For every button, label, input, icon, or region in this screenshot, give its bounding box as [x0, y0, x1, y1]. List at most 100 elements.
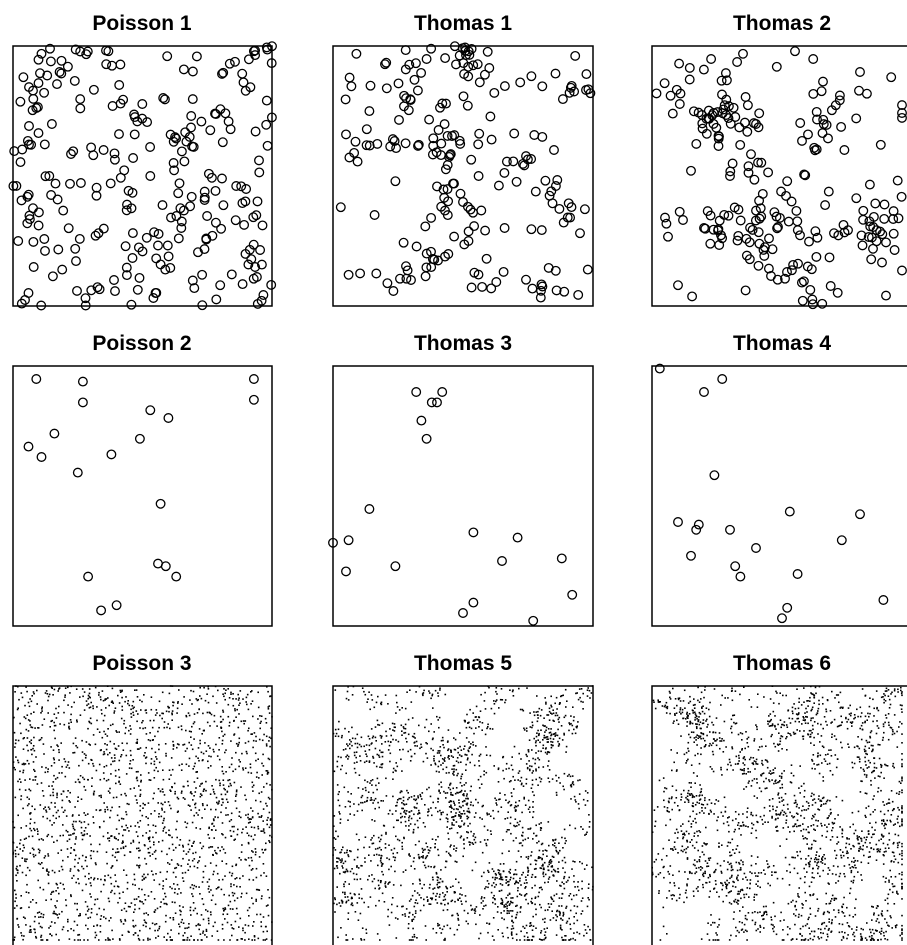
data-point: [880, 771, 882, 774]
data-point: [269, 834, 271, 837]
data-point: [372, 791, 375, 794]
data-point: [147, 937, 149, 940]
data-point: [371, 699, 374, 701]
data-point: [469, 746, 471, 748]
data-point: [563, 883, 565, 885]
data-point: [579, 861, 581, 863]
data-point: [136, 741, 138, 743]
data-point: [28, 931, 31, 933]
data-point: [120, 755, 122, 758]
data-point: [70, 706, 73, 708]
data-point: [552, 900, 555, 902]
data-point: [31, 805, 33, 808]
data-point: [460, 900, 462, 903]
data-point: [263, 832, 266, 834]
points-thomas-6: [651, 685, 903, 941]
data-point: [447, 838, 450, 840]
data-point: [842, 937, 845, 939]
data-point: [547, 821, 550, 823]
data-point: [453, 848, 455, 850]
data-point: [33, 736, 35, 739]
data-point: [401, 790, 403, 793]
data-point: [509, 903, 511, 905]
data-point: [265, 925, 267, 928]
data-point: [412, 828, 415, 831]
data-point: [259, 715, 261, 717]
data-point: [109, 724, 112, 727]
points-thomas-2: [651, 46, 907, 310]
data-point: [22, 844, 25, 846]
data-point: [881, 819, 883, 822]
data-point: [371, 799, 373, 801]
data-point: [176, 883, 179, 886]
data-point: [487, 871, 490, 873]
data-point: [171, 713, 173, 716]
data-point: [411, 717, 414, 719]
data-point: [545, 701, 547, 704]
data-point: [116, 859, 118, 862]
data-point: [381, 755, 384, 758]
data-point: [151, 747, 153, 750]
data-point: [501, 903, 504, 905]
data-point: [235, 807, 238, 810]
data-point: [158, 927, 160, 930]
data-point: [530, 851, 533, 853]
data-point: [371, 742, 373, 744]
data-point: [68, 725, 70, 728]
data-point: [162, 827, 165, 830]
data-point: [169, 789, 171, 791]
data-point: [216, 852, 218, 855]
data-point: [464, 753, 466, 756]
data-point: [562, 939, 565, 941]
data-point: [564, 935, 566, 937]
plot-frame-poisson-2: [12, 365, 273, 627]
data-point: [414, 890, 416, 892]
data-point: [479, 914, 481, 916]
data-point: [450, 827, 453, 830]
data-point: [465, 763, 467, 766]
data-point: [442, 909, 445, 912]
data-point: [450, 793, 452, 796]
data-point: [722, 815, 724, 817]
data-point: [20, 827, 22, 829]
data-point: [14, 691, 16, 693]
data-point: [546, 927, 548, 929]
data-point: [563, 877, 565, 880]
data-point: [550, 181, 561, 191]
data-point: [444, 866, 447, 869]
data-point: [183, 785, 185, 788]
data-point: [103, 46, 114, 57]
data-point: [20, 795, 23, 797]
data-point: [556, 734, 559, 737]
data-point: [446, 818, 449, 820]
data-point: [523, 895, 526, 897]
data-point: [526, 687, 528, 689]
data-point: [564, 837, 566, 840]
data-point: [357, 803, 360, 806]
data-point: [407, 733, 410, 736]
data-point: [118, 806, 121, 808]
data-point: [202, 790, 205, 792]
data-point: [365, 928, 367, 931]
data-point: [14, 855, 17, 858]
data-point: [264, 939, 266, 941]
data-point: [99, 931, 102, 933]
data-point: [422, 822, 425, 824]
data-point: [251, 897, 253, 899]
data-point: [130, 825, 132, 828]
data-point: [148, 851, 151, 854]
data-point: [33, 848, 35, 851]
data-point: [404, 59, 415, 70]
data-point: [401, 914, 404, 916]
data-point: [67, 930, 69, 932]
data-point: [523, 727, 525, 730]
data-point: [550, 695, 552, 698]
data-point: [345, 868, 348, 871]
data-point: [116, 814, 119, 817]
data-point: [85, 700, 88, 702]
data-point: [508, 893, 511, 895]
data-point: [147, 824, 150, 826]
data-point: [153, 810, 156, 812]
data-point: [700, 788, 703, 790]
data-point: [61, 772, 63, 774]
